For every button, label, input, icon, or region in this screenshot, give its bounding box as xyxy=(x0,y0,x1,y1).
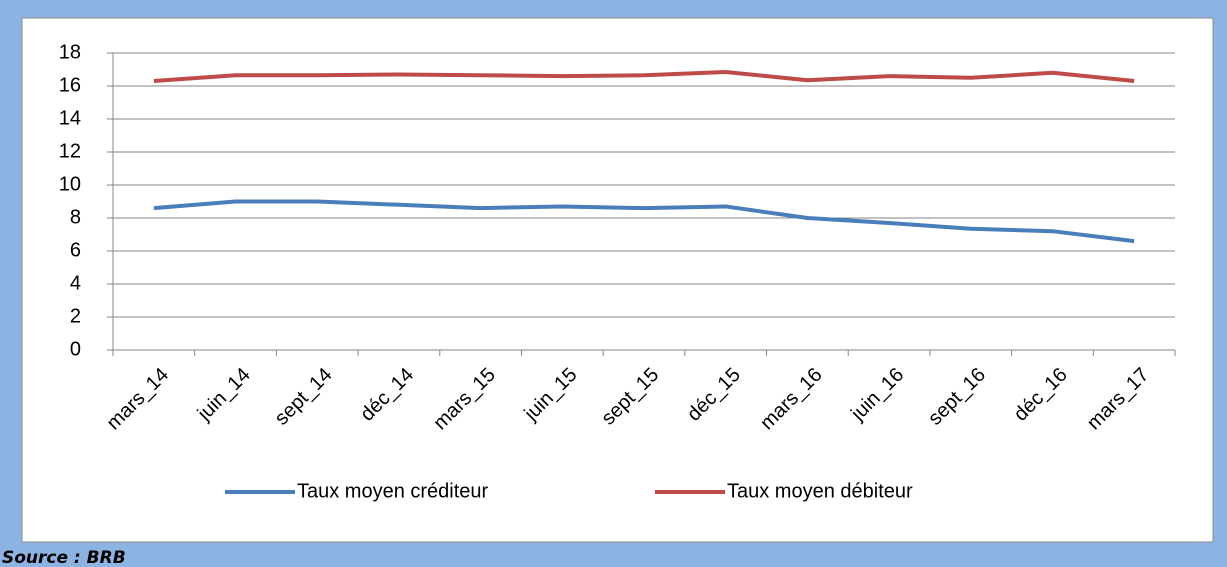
y-tick-label: 4 xyxy=(70,272,81,294)
y-tick-label: 10 xyxy=(59,173,81,195)
y-tick-label: 0 xyxy=(70,338,81,360)
y-tick-label: 2 xyxy=(70,305,81,327)
chart-area xyxy=(21,17,1214,543)
y-tick-label: 6 xyxy=(70,239,81,261)
y-tick-label: 14 xyxy=(59,107,81,129)
y-tick-label: 18 xyxy=(59,41,81,63)
y-tick-label: 16 xyxy=(59,74,81,96)
source-note: Source : BRB xyxy=(2,548,126,567)
series-line xyxy=(153,69,1135,84)
series-line xyxy=(153,199,1135,244)
y-tick-label: 12 xyxy=(59,140,81,162)
legend-label: Taux moyen créditeur xyxy=(297,480,489,502)
legend-label: Taux moyen débiteur xyxy=(727,480,913,502)
y-tick-label: 8 xyxy=(70,206,81,228)
